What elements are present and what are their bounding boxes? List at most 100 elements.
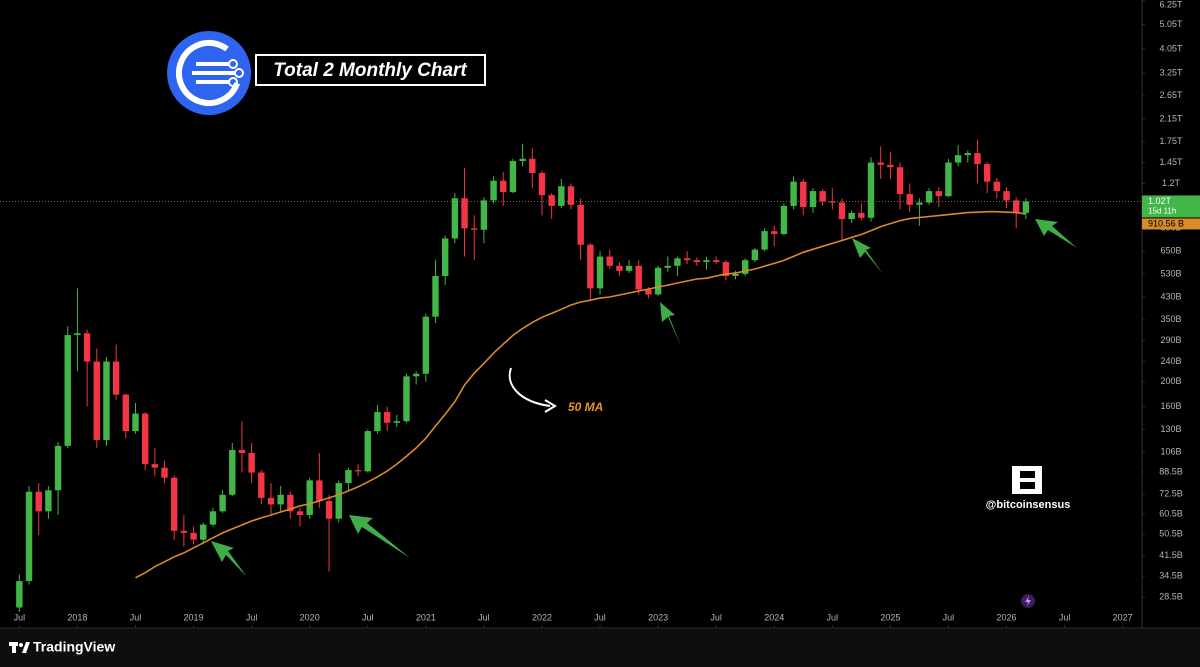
candle-body [577,204,584,245]
candle-body [635,265,642,290]
candle-body [558,186,565,206]
candle-body [219,494,226,512]
y-tick-label: 3.25T [1159,68,1183,78]
candle-body [567,186,575,205]
candle-body [296,511,304,515]
candle-body [161,467,168,478]
alert-bolt [1025,596,1031,606]
candle-body [771,231,778,235]
y-tick-label: 28.5B [1159,592,1183,602]
x-tick-label: 2024 [764,612,784,622]
x-tick-label: 2025 [880,612,900,622]
support-arrow [1035,219,1077,248]
x-tick-label: Jul [362,612,374,622]
candle-body [403,376,410,422]
candle-body [64,335,71,446]
candle-body [925,191,933,203]
x-tick-label: Jul [14,612,26,622]
annotation-arrowhead [544,399,557,413]
candle-body [171,477,178,531]
candle-body [54,445,62,491]
y-tick-label: 350B [1160,314,1181,324]
y-tick-label: 240B [1160,356,1181,366]
candle-body [16,581,23,608]
candle-body [761,231,768,250]
y-tick-label: 130B [1160,424,1181,434]
candle-body [238,449,246,454]
candle-body [287,494,294,512]
y-tick-label: 1.2T [1162,178,1181,188]
y-tick-label: 160B [1160,401,1181,411]
x-tick-label: Jul [246,612,258,622]
candle-body [722,262,730,277]
y-tick-label: 5.05T [1159,19,1183,29]
support-arrows [211,219,1077,577]
candle-body [383,412,391,423]
candle-body [964,153,971,156]
watermark-logo [1012,466,1042,494]
x-tick-label: Jul [1059,612,1071,622]
x-tick-label: 2026 [996,612,1016,622]
candle-body [151,464,159,468]
candle-body [742,260,749,274]
candle-body [277,494,284,505]
support-arrow [211,541,247,577]
countdown-label: 15d 11h [1148,207,1176,216]
watermark-text: @bitcoinsensus [986,499,1071,511]
y-tick-label: 88.5B [1159,466,1183,476]
plot-area: 28.5B 34.5B 41.5B 50.5B 60.5B 72.5B 88.5B 106B 1… [0,0,1200,628]
candle-body [267,497,275,505]
candle-body [412,373,420,377]
candle-body [693,260,701,263]
candle-body [83,333,91,362]
x-tick-label: Jul [130,612,142,622]
x-tick-label: 2027 [1113,612,1133,622]
candle-body [432,276,439,317]
candle-body [35,491,42,512]
x-tick-label: Jul [710,612,722,622]
candle-body [906,194,913,205]
candle-body [471,228,478,230]
candle-body [625,265,633,271]
candle-body [809,191,817,208]
candle-body [732,273,739,277]
candle-body [103,361,110,441]
candle-body [596,256,604,289]
y-tick-label: 290B [1160,335,1181,345]
candle-body [1012,200,1020,213]
candle-body [829,201,836,203]
y-tick-label: 6.25T [1159,0,1183,9]
x-tick-label: Jul [478,612,490,622]
y-tick-label: 2.65T [1159,90,1183,100]
tradingview-logo [9,642,30,653]
y-tick-label: 2.15T [1159,113,1183,123]
candle-body [848,212,855,220]
candle-body [616,265,623,271]
candle-body [800,181,807,208]
candle-body [316,480,323,502]
candle-body [877,162,884,165]
brand-logo [167,31,251,115]
ma-annotation: 50 MA [568,400,603,414]
support-arrow [660,302,681,346]
y-tick-label: 430B [1160,291,1181,301]
candle-body [606,256,613,266]
x-tick-label: 2021 [416,612,436,622]
y-tick-label: 41.5B [1159,550,1183,560]
candle-body [461,198,468,229]
candle-body [712,260,720,263]
y-tick-label: 72.5B [1159,488,1183,498]
candle-body [519,158,526,162]
y-tick-label: 4.05T [1159,43,1183,53]
candle-body [983,164,991,182]
candle-body [480,200,488,230]
candle-body [325,501,333,519]
candle-body [490,180,497,201]
y-tick-label: 200B [1160,376,1181,386]
candle-body [780,205,788,235]
candle-body [25,491,33,582]
candle-body [887,164,894,168]
candle-body [664,265,671,268]
